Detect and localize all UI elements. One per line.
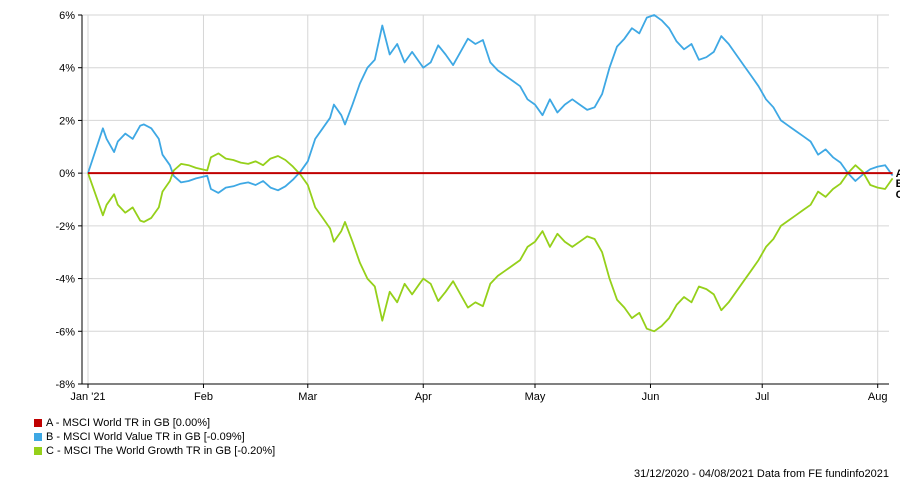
x-tick-label: Aug [868, 391, 888, 403]
legend-label-a: A - MSCI World TR in GB [0.00%] [46, 417, 211, 429]
y-tick-label: -2% [55, 221, 75, 233]
data-source-footer: 31/12/2020 - 04/08/2021 Data from FE fun… [633, 468, 889, 480]
legend-item-c: C - MSCI The World Growth TR in GB [-0.2… [34, 444, 275, 458]
legend-swatch-c [34, 447, 42, 455]
chart-grid [82, 14, 889, 385]
y-tick-label: -8% [55, 379, 75, 391]
line-chart: -8% -6% -4% -2% 0% 2% 4% 6% Jan '21 Feb Mar Apr May J… [55, 10, 900, 403]
y-tick-label: 4% [59, 63, 75, 75]
legend-item-a: A - MSCI World TR in GB [0.00%] [34, 416, 275, 430]
series-line-c [87, 152, 894, 333]
legend-item-b: B - MSCI World Value TR in GB [-0.09%] [34, 430, 275, 444]
end-label-a: A [896, 168, 900, 180]
y-tick-label: 0% [59, 168, 75, 180]
x-tick-label: Feb [194, 391, 213, 403]
series-line-b [87, 14, 894, 194]
y-tick-label: -4% [55, 274, 75, 286]
y-tick-label: -6% [55, 326, 75, 338]
x-tick-label: Apr [415, 391, 432, 403]
y-tick-label: 6% [59, 10, 75, 22]
legend-swatch-b [34, 433, 42, 441]
y-tick-label: 2% [59, 115, 75, 127]
x-tick-label: Jul [755, 391, 769, 403]
x-tick-label: Jan '21 [70, 391, 105, 403]
legend-label-b: B - MSCI World Value TR in GB [-0.09%] [46, 431, 245, 443]
end-label-c: C [896, 189, 900, 201]
chart-end-labels: ABC [896, 168, 900, 201]
x-tick-label: Mar [298, 391, 317, 403]
chart-series [87, 14, 894, 333]
end-label-b: B [896, 178, 900, 190]
x-tick-label: May [525, 391, 546, 403]
chart-legend: A - MSCI World TR in GB [0.00%] B - MSCI… [34, 416, 275, 458]
legend-swatch-a [34, 419, 42, 427]
x-tick-label: Jun [642, 391, 660, 403]
legend-label-c: C - MSCI The World Growth TR in GB [-0.2… [46, 445, 276, 457]
chart-axes: -8% -6% -4% -2% 0% 2% 4% 6% Jan '21 Feb Mar Apr May J… [55, 10, 889, 403]
